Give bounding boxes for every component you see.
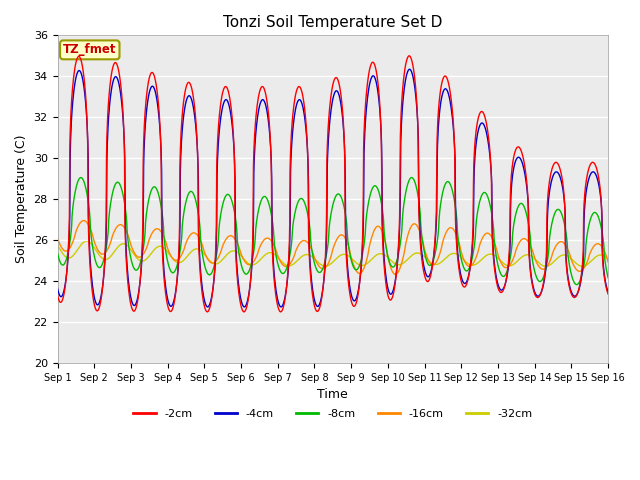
X-axis label: Time: Time [317,388,348,401]
Legend: -2cm, -4cm, -8cm, -16cm, -32cm: -2cm, -4cm, -8cm, -16cm, -32cm [129,404,537,423]
Title: Tonzi Soil Temperature Set D: Tonzi Soil Temperature Set D [223,15,442,30]
Text: TZ_fmet: TZ_fmet [63,43,116,56]
Y-axis label: Soil Temperature (C): Soil Temperature (C) [15,135,28,264]
